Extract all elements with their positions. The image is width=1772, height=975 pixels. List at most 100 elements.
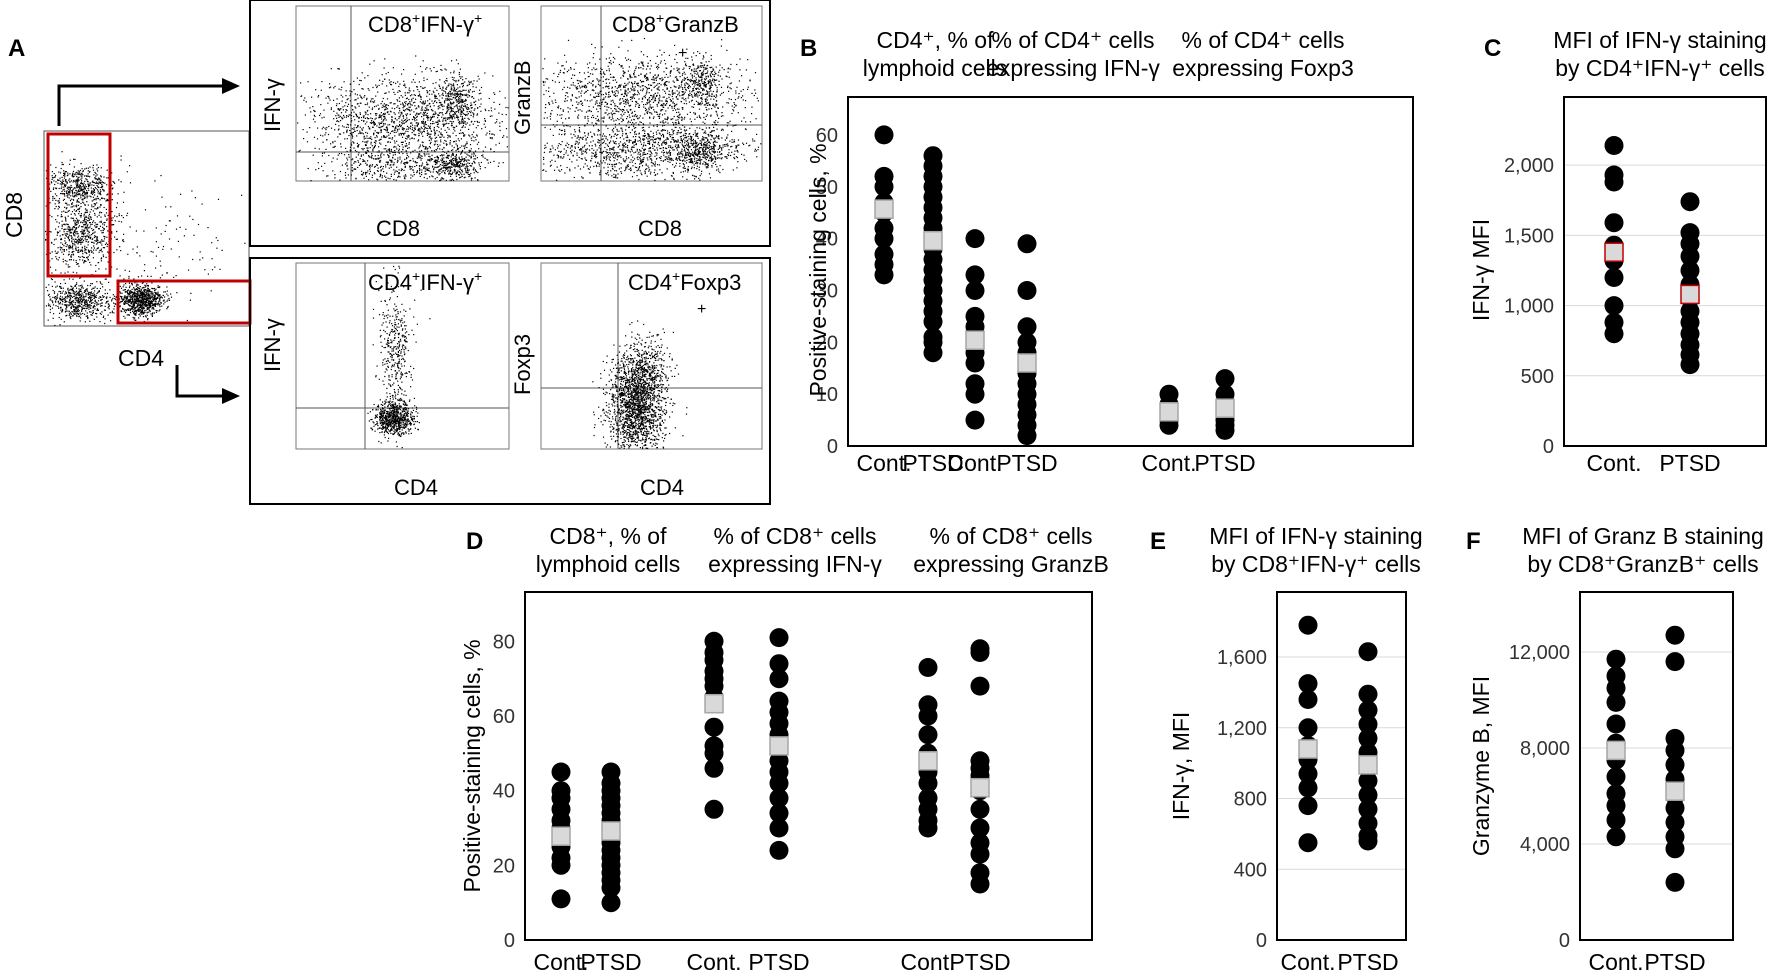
facs-event bbox=[100, 226, 101, 227]
facs-event bbox=[96, 202, 97, 203]
facs-event bbox=[101, 176, 102, 177]
facs-event bbox=[406, 138, 407, 139]
facs-event bbox=[82, 260, 83, 261]
facs-event bbox=[387, 164, 388, 165]
facs-event bbox=[61, 299, 62, 300]
facs-event bbox=[94, 240, 95, 241]
facs-event bbox=[146, 283, 147, 284]
facs-event bbox=[464, 146, 465, 147]
facs-event bbox=[441, 70, 442, 71]
facs-event bbox=[87, 315, 88, 316]
facs-event bbox=[77, 185, 78, 186]
facs-event bbox=[127, 295, 128, 296]
facs-event bbox=[93, 229, 94, 230]
facs-event bbox=[89, 311, 90, 312]
facs-event bbox=[133, 278, 134, 279]
facs-event bbox=[478, 148, 479, 149]
facs-event bbox=[59, 291, 60, 292]
facs-event bbox=[455, 80, 456, 81]
facs-event bbox=[126, 287, 127, 288]
facs-event bbox=[353, 89, 354, 90]
facs-event bbox=[429, 128, 430, 129]
facs-event bbox=[405, 119, 406, 120]
facs-event bbox=[64, 195, 65, 196]
facs-event bbox=[461, 138, 462, 139]
facs-event bbox=[70, 286, 71, 287]
facs-event bbox=[450, 142, 451, 143]
facs-event bbox=[370, 167, 371, 168]
facs-event bbox=[90, 285, 91, 286]
facs-event bbox=[80, 320, 81, 321]
facs-event bbox=[395, 114, 396, 115]
facs-event bbox=[361, 88, 362, 89]
facs-event bbox=[156, 227, 157, 228]
facs-event bbox=[81, 177, 82, 178]
facs-event bbox=[339, 133, 340, 134]
facs-event bbox=[424, 114, 425, 115]
facs-event bbox=[341, 112, 342, 113]
facs-event bbox=[134, 293, 135, 294]
facs-event bbox=[419, 81, 420, 82]
facs-event bbox=[50, 299, 51, 300]
facs-event bbox=[417, 162, 418, 163]
facs-event bbox=[412, 125, 413, 126]
facs-event bbox=[467, 94, 468, 95]
facs-event bbox=[171, 297, 172, 298]
facs-event bbox=[69, 178, 70, 179]
facs-event bbox=[418, 133, 419, 134]
facs-event bbox=[459, 102, 460, 103]
facs-event bbox=[445, 80, 446, 81]
facs-event bbox=[84, 188, 85, 189]
facs-event bbox=[308, 168, 309, 169]
facs-event bbox=[465, 106, 466, 107]
facs-event bbox=[90, 299, 91, 300]
facs-event bbox=[445, 167, 446, 168]
facs-event bbox=[84, 261, 85, 262]
facs-event bbox=[61, 319, 62, 320]
facs-event bbox=[453, 85, 454, 86]
facs-event bbox=[376, 115, 377, 116]
facs-event bbox=[150, 297, 151, 298]
facs-event bbox=[61, 168, 62, 169]
facs-event bbox=[130, 309, 131, 310]
facs-event bbox=[422, 123, 423, 124]
facs-event bbox=[426, 128, 427, 129]
facs-event bbox=[76, 298, 77, 299]
facs-event bbox=[460, 109, 461, 110]
facs-event bbox=[95, 172, 96, 173]
facs-event bbox=[159, 298, 160, 299]
facs-event bbox=[410, 95, 411, 96]
facs-event bbox=[471, 111, 472, 112]
facs-event bbox=[101, 167, 102, 168]
facs-event bbox=[75, 308, 76, 309]
facs-event bbox=[391, 162, 392, 163]
facs-event bbox=[100, 180, 101, 181]
facs-event bbox=[384, 114, 385, 115]
facs-event bbox=[434, 132, 435, 133]
facs-event bbox=[437, 144, 438, 145]
facs-event bbox=[112, 298, 113, 299]
facs-event bbox=[372, 175, 373, 176]
facs-event bbox=[71, 254, 72, 255]
facs-event bbox=[399, 110, 400, 111]
facs-event bbox=[88, 188, 89, 189]
facs-event bbox=[485, 158, 486, 159]
facs-event bbox=[356, 99, 357, 100]
facs-event bbox=[388, 178, 389, 179]
facs-event bbox=[444, 152, 445, 153]
facs-event bbox=[421, 169, 422, 170]
facs-event bbox=[91, 247, 92, 248]
facs-event bbox=[93, 232, 94, 233]
facs-event bbox=[475, 151, 476, 152]
facs-event bbox=[425, 107, 426, 108]
facs-event bbox=[87, 224, 88, 225]
facs-event bbox=[353, 81, 354, 82]
facs-event bbox=[369, 169, 370, 170]
facs-event bbox=[419, 146, 420, 147]
facs-event bbox=[359, 117, 360, 118]
facs-event bbox=[359, 84, 360, 85]
facs-event bbox=[479, 90, 480, 91]
facs-event bbox=[65, 299, 66, 300]
facs-event bbox=[367, 150, 368, 151]
facs-event bbox=[85, 289, 86, 290]
